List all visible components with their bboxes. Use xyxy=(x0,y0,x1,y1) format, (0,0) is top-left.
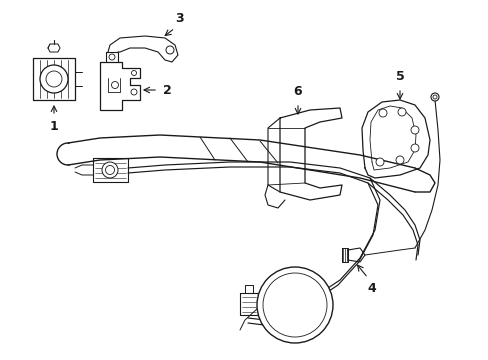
Text: 5: 5 xyxy=(395,70,404,83)
Circle shape xyxy=(131,89,137,95)
Circle shape xyxy=(410,144,418,152)
Circle shape xyxy=(397,108,405,116)
Circle shape xyxy=(131,71,136,76)
Circle shape xyxy=(46,71,62,87)
Circle shape xyxy=(430,93,438,101)
Circle shape xyxy=(263,273,326,337)
Text: 6: 6 xyxy=(293,85,302,98)
Text: 2: 2 xyxy=(163,84,171,96)
Circle shape xyxy=(432,95,436,99)
Circle shape xyxy=(165,46,174,54)
Text: 4: 4 xyxy=(367,282,376,295)
Circle shape xyxy=(410,126,418,134)
Circle shape xyxy=(378,109,386,117)
Circle shape xyxy=(102,162,118,178)
Circle shape xyxy=(109,54,115,60)
Circle shape xyxy=(40,65,68,93)
Circle shape xyxy=(375,158,383,166)
Circle shape xyxy=(105,166,114,175)
Circle shape xyxy=(257,267,332,343)
Text: 3: 3 xyxy=(175,12,184,25)
Text: 1: 1 xyxy=(49,120,58,133)
Circle shape xyxy=(111,81,118,89)
Circle shape xyxy=(395,156,403,164)
